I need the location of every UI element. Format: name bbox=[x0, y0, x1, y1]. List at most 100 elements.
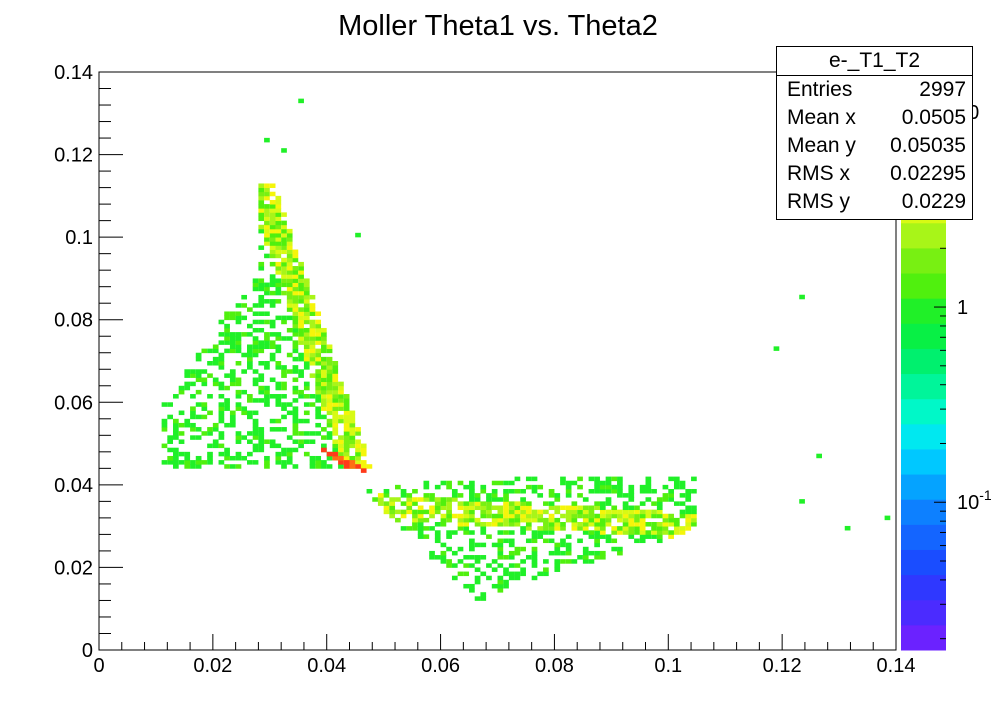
heatmap-cell bbox=[543, 526, 549, 531]
heatmap-cell bbox=[514, 501, 521, 506]
heatmap-cell bbox=[321, 435, 327, 440]
heatmap-cell bbox=[184, 460, 191, 465]
heatmap-cell bbox=[560, 522, 566, 527]
heatmap-cell bbox=[412, 526, 418, 531]
heatmap-cell bbox=[224, 402, 230, 407]
heatmap-cell bbox=[685, 517, 692, 523]
heatmap-cell bbox=[469, 497, 475, 502]
heatmap-cell bbox=[292, 464, 299, 469]
heatmap-cell bbox=[480, 509, 487, 515]
heatmap-cell bbox=[321, 460, 327, 465]
heatmap-cell bbox=[343, 443, 350, 449]
heatmap-cell bbox=[599, 488, 606, 494]
heatmap-cell bbox=[269, 208, 276, 213]
heatmap-cell bbox=[298, 356, 304, 362]
heatmap-cell bbox=[594, 513, 600, 519]
heatmap-cell bbox=[224, 385, 230, 391]
heatmap-cell bbox=[434, 534, 441, 539]
heatmap-cell bbox=[588, 517, 595, 523]
heatmap-cell bbox=[167, 402, 173, 407]
heatmap-cell bbox=[258, 228, 265, 234]
heatmap-cell bbox=[634, 530, 640, 535]
heatmap-cell bbox=[258, 348, 265, 354]
heatmap-cell bbox=[309, 439, 316, 444]
heatmap-cell bbox=[286, 369, 293, 374]
heatmap-cell bbox=[446, 480, 452, 486]
heatmap-cell bbox=[264, 361, 270, 366]
heatmap-cell bbox=[417, 526, 424, 531]
heatmap-cell bbox=[264, 224, 270, 230]
heatmap-cell bbox=[258, 183, 265, 188]
heatmap-cell bbox=[599, 501, 606, 506]
heatmap-cell bbox=[269, 278, 276, 283]
heatmap-cell bbox=[531, 484, 538, 490]
heatmap-cell bbox=[298, 431, 304, 436]
heatmap-cell bbox=[662, 513, 669, 519]
heatmap-cell bbox=[560, 550, 566, 556]
heatmap-cell bbox=[440, 501, 447, 506]
heatmap-cell bbox=[241, 332, 248, 337]
heatmap-cell bbox=[423, 493, 430, 498]
heatmap-cell bbox=[622, 526, 629, 531]
heatmap-cell bbox=[514, 571, 521, 577]
heatmap-cell bbox=[594, 550, 600, 556]
heatmap-cell bbox=[668, 522, 674, 527]
heatmap-cell bbox=[543, 501, 549, 506]
heatmap-cell bbox=[469, 555, 475, 560]
heatmap-cell bbox=[497, 509, 504, 515]
heatmap-cell bbox=[480, 484, 487, 490]
heatmap-cell bbox=[292, 290, 299, 296]
heatmap-cell bbox=[457, 513, 464, 519]
heatmap-cell bbox=[303, 303, 310, 308]
x-tick-label: 0.02 bbox=[193, 655, 232, 677]
heatmap-cell bbox=[628, 526, 635, 531]
heatmap-cell bbox=[292, 332, 299, 337]
heatmap-cell bbox=[298, 443, 304, 449]
heatmap-cell bbox=[423, 534, 430, 539]
heatmap-cell bbox=[605, 484, 612, 490]
heatmap-cell bbox=[275, 195, 282, 201]
heatmap-cell bbox=[503, 555, 509, 560]
heatmap-cell bbox=[599, 534, 606, 539]
heatmap-cell bbox=[577, 505, 583, 511]
z-tick-label: 1 bbox=[957, 297, 968, 319]
heatmap-cell bbox=[275, 228, 282, 234]
heatmap-cell bbox=[497, 588, 504, 593]
heatmap-cell bbox=[286, 447, 293, 453]
heatmap-cell bbox=[463, 555, 470, 560]
heatmap-cell bbox=[531, 509, 538, 515]
heatmap-cell bbox=[451, 488, 458, 494]
heatmap-cell bbox=[474, 567, 481, 572]
heatmap-cell bbox=[303, 307, 310, 312]
heatmap-cell bbox=[343, 394, 350, 399]
heatmap-cell bbox=[582, 559, 589, 564]
heatmap-cell bbox=[451, 563, 458, 568]
heatmap-cell bbox=[685, 497, 692, 502]
palette-swatch bbox=[901, 499, 946, 525]
y-tick-label: 0.02 bbox=[54, 557, 93, 579]
heatmap-cell bbox=[508, 488, 515, 494]
heatmap-cell bbox=[281, 381, 287, 387]
heatmap-cell bbox=[372, 497, 378, 502]
heatmap-cell bbox=[656, 505, 663, 511]
palette-swatch bbox=[901, 624, 946, 651]
heatmap-cell bbox=[195, 369, 202, 374]
heatmap-cell bbox=[292, 427, 299, 432]
heatmap-cell bbox=[292, 377, 299, 383]
heatmap-cell bbox=[463, 571, 470, 577]
heatmap-cell bbox=[286, 290, 293, 296]
heatmap-cell bbox=[315, 340, 322, 345]
heatmap-cell bbox=[286, 286, 293, 292]
heatmap-cell bbox=[178, 439, 185, 444]
heatmap-cell bbox=[258, 389, 265, 395]
stats-value: 0.0505 bbox=[901, 106, 966, 129]
heatmap-cell bbox=[634, 522, 640, 527]
heatmap-cell bbox=[622, 517, 629, 523]
heatmap-cell bbox=[400, 493, 407, 498]
heatmap-cell bbox=[258, 427, 265, 432]
heatmap-cell bbox=[463, 526, 470, 531]
heatmap-cell bbox=[292, 294, 299, 300]
heatmap-cell bbox=[298, 278, 304, 283]
heatmap-cell bbox=[474, 522, 481, 527]
heatmap-cell bbox=[229, 344, 236, 350]
